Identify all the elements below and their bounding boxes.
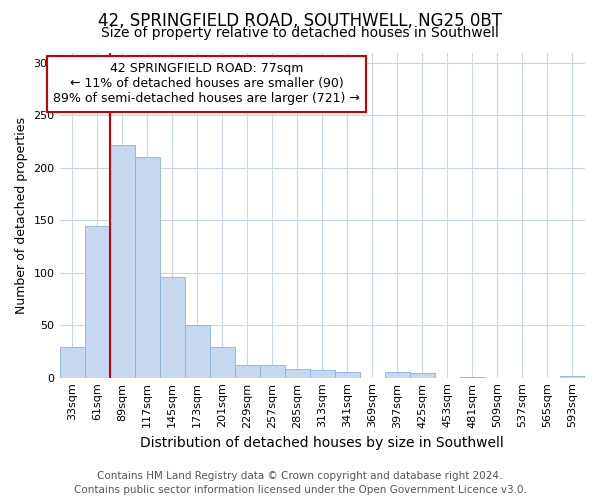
Y-axis label: Number of detached properties: Number of detached properties	[15, 116, 28, 314]
Bar	[285, 370, 310, 378]
Text: Size of property relative to detached houses in Southwell: Size of property relative to detached ho…	[101, 26, 499, 40]
Bar	[110, 145, 134, 378]
Bar	[85, 226, 110, 378]
Text: 42, SPRINGFIELD ROAD, SOUTHWELL, NG25 0BT: 42, SPRINGFIELD ROAD, SOUTHWELL, NG25 0B…	[98, 12, 502, 30]
Bar	[385, 372, 410, 378]
Bar	[59, 348, 85, 378]
Bar	[209, 348, 235, 378]
Bar	[310, 370, 335, 378]
Bar	[560, 376, 585, 378]
Bar	[335, 372, 360, 378]
Bar	[235, 365, 260, 378]
Text: Contains HM Land Registry data © Crown copyright and database right 2024.
Contai: Contains HM Land Registry data © Crown c…	[74, 471, 526, 495]
Bar	[260, 365, 285, 378]
Bar	[185, 325, 209, 378]
Bar	[460, 376, 485, 378]
X-axis label: Distribution of detached houses by size in Southwell: Distribution of detached houses by size …	[140, 436, 504, 450]
Bar	[410, 374, 435, 378]
Text: 42 SPRINGFIELD ROAD: 77sqm
← 11% of detached houses are smaller (90)
89% of semi: 42 SPRINGFIELD ROAD: 77sqm ← 11% of deta…	[53, 62, 360, 106]
Bar	[160, 277, 185, 378]
Bar	[134, 158, 160, 378]
